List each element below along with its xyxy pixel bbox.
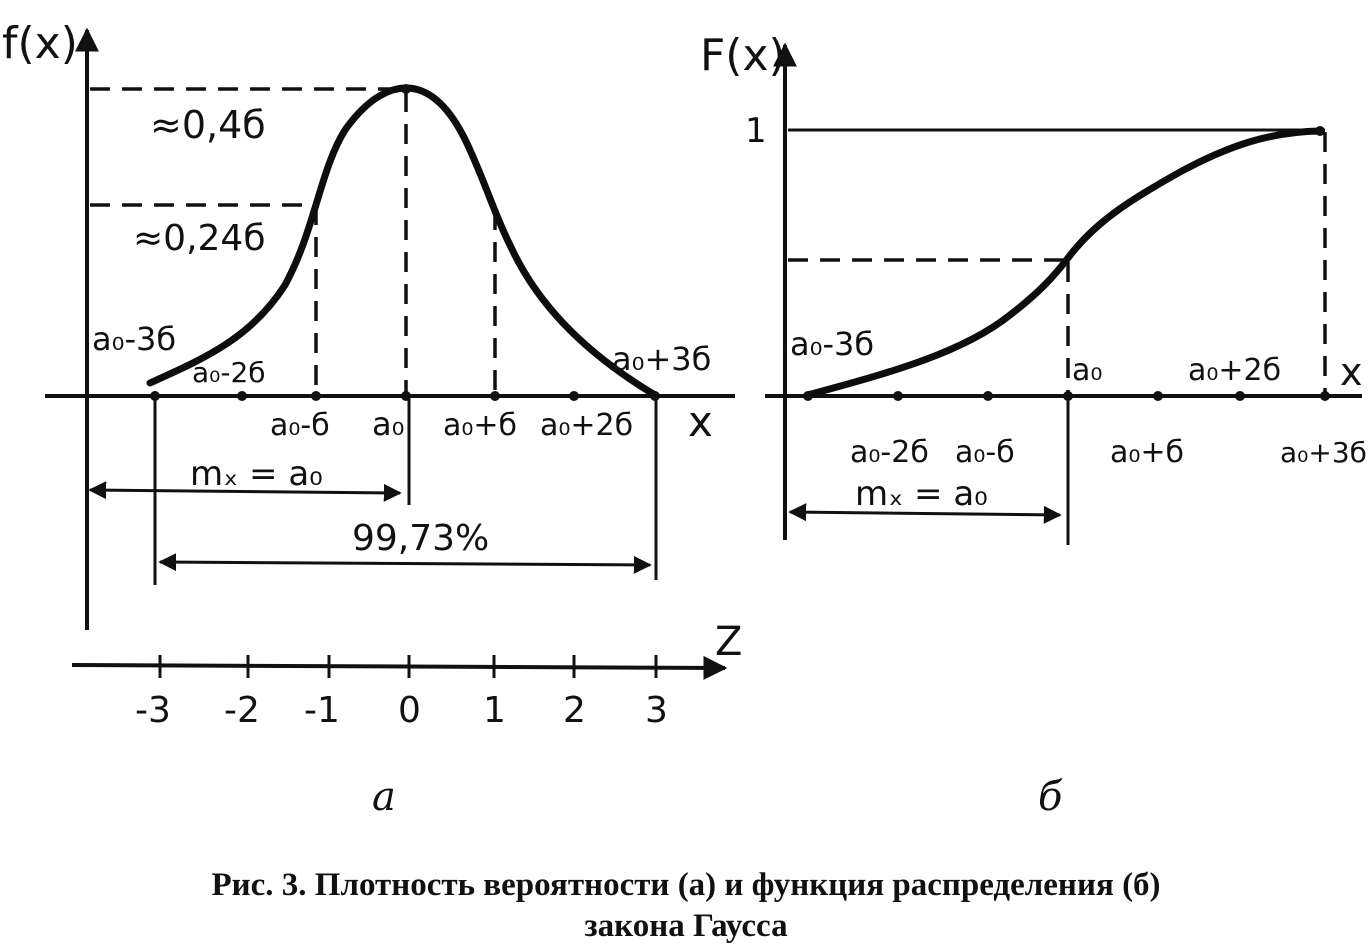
panel-a: f(x) x Z ≈0,4б ≈0,24б a₀-3б a₀-2б a₀-б a… <box>2 18 742 820</box>
b-label-a0-plus-3s: a₀+3б <box>1280 436 1367 469</box>
a-panel-letter: а <box>372 774 396 820</box>
a-peak-label: ≈0,4б <box>150 103 266 147</box>
a-label-a0-plus-2s: a₀+2б <box>540 408 633 443</box>
b-y-axis-label: F(x) <box>700 30 786 81</box>
a-percent-arrow <box>158 553 652 574</box>
b-label-a0: a₀ <box>1072 353 1102 388</box>
b-dot-p2 <box>1235 391 1245 401</box>
a-mean-arrow <box>88 481 402 502</box>
z-tick-label: 1 <box>483 690 506 731</box>
b-label-a0-minus-s: a₀-б <box>955 435 1015 470</box>
b-dot-m3 <box>803 391 813 401</box>
a-label-a0-minus-2s: a₀-2б <box>192 356 266 389</box>
a-x-axis-label: x <box>688 397 713 446</box>
b-mean-label: mₓ = a₀ <box>855 474 988 514</box>
b-x-axis-label: x <box>1340 350 1363 394</box>
z-tick-label: -1 <box>304 690 340 731</box>
b-dot-m2 <box>893 391 903 401</box>
a-y-axis-label: f(x) <box>2 18 78 69</box>
z-tick-label: 3 <box>645 690 668 731</box>
b-label-a0-plus-s: a₀+б <box>1110 435 1184 470</box>
b-dot-p3 <box>1320 391 1330 401</box>
z-tick-label: -2 <box>224 690 260 731</box>
b-label-a0-minus-2s: a₀-2б <box>850 435 929 470</box>
b-dot-m1 <box>983 391 993 401</box>
caption-line-2: закона Гаусса <box>584 908 787 944</box>
a-dot-p1 <box>490 391 500 401</box>
z-tick-label: 2 <box>563 690 586 731</box>
a-label-a0-plus-3s: a₀+3б <box>612 340 711 378</box>
a-dot-m2 <box>237 391 247 401</box>
a-dot-peak <box>401 84 411 94</box>
a-label-a0-minus-s: a₀-б <box>270 408 330 443</box>
b-label-a0-plus-2s: a₀+2б <box>1188 353 1281 388</box>
a-label-a0: a₀ <box>372 405 404 443</box>
a-dot-p2 <box>569 391 579 401</box>
a-mean-label: mₓ = a₀ <box>190 454 323 494</box>
a-label-a0-plus-s: a₀+б <box>443 408 517 443</box>
a-label-a0-minus-3s: a₀-3б <box>92 320 176 358</box>
b-one-label: 1 <box>745 111 767 151</box>
a-z-ticks <box>158 655 658 678</box>
a-inflection-label: ≈0,24б <box>133 218 266 259</box>
b-dot-p1 <box>1153 391 1163 401</box>
a-z-tick-labels: -3 -2 -1 0 1 2 3 <box>135 690 668 731</box>
caption-line-1: Рис. 3. Плотность вероятности (а) и функ… <box>211 867 1160 903</box>
figure-caption: Рис. 3. Плотность вероятности (а) и функ… <box>211 867 1160 944</box>
b-label-a0-minus-3s: a₀-3б <box>790 325 874 363</box>
b-distribution-curve <box>804 127 1324 399</box>
a-z-axis <box>71 655 728 680</box>
b-mean-arrow <box>788 503 1062 524</box>
a-percent-label: 99,73% <box>352 518 489 559</box>
z-tick-label: -3 <box>135 690 171 731</box>
b-panel-letter: б <box>1038 774 1063 820</box>
z-tick-label: 0 <box>398 690 421 731</box>
a-z-axis-label: Z <box>715 619 742 665</box>
a-dot-m1 <box>311 391 321 401</box>
b-dot-top <box>1315 126 1325 136</box>
panel-b: F(x) x 1 a₀-3б a₀ a₀+2б a₀-2б a₀-б a₀+б … <box>700 30 1367 820</box>
